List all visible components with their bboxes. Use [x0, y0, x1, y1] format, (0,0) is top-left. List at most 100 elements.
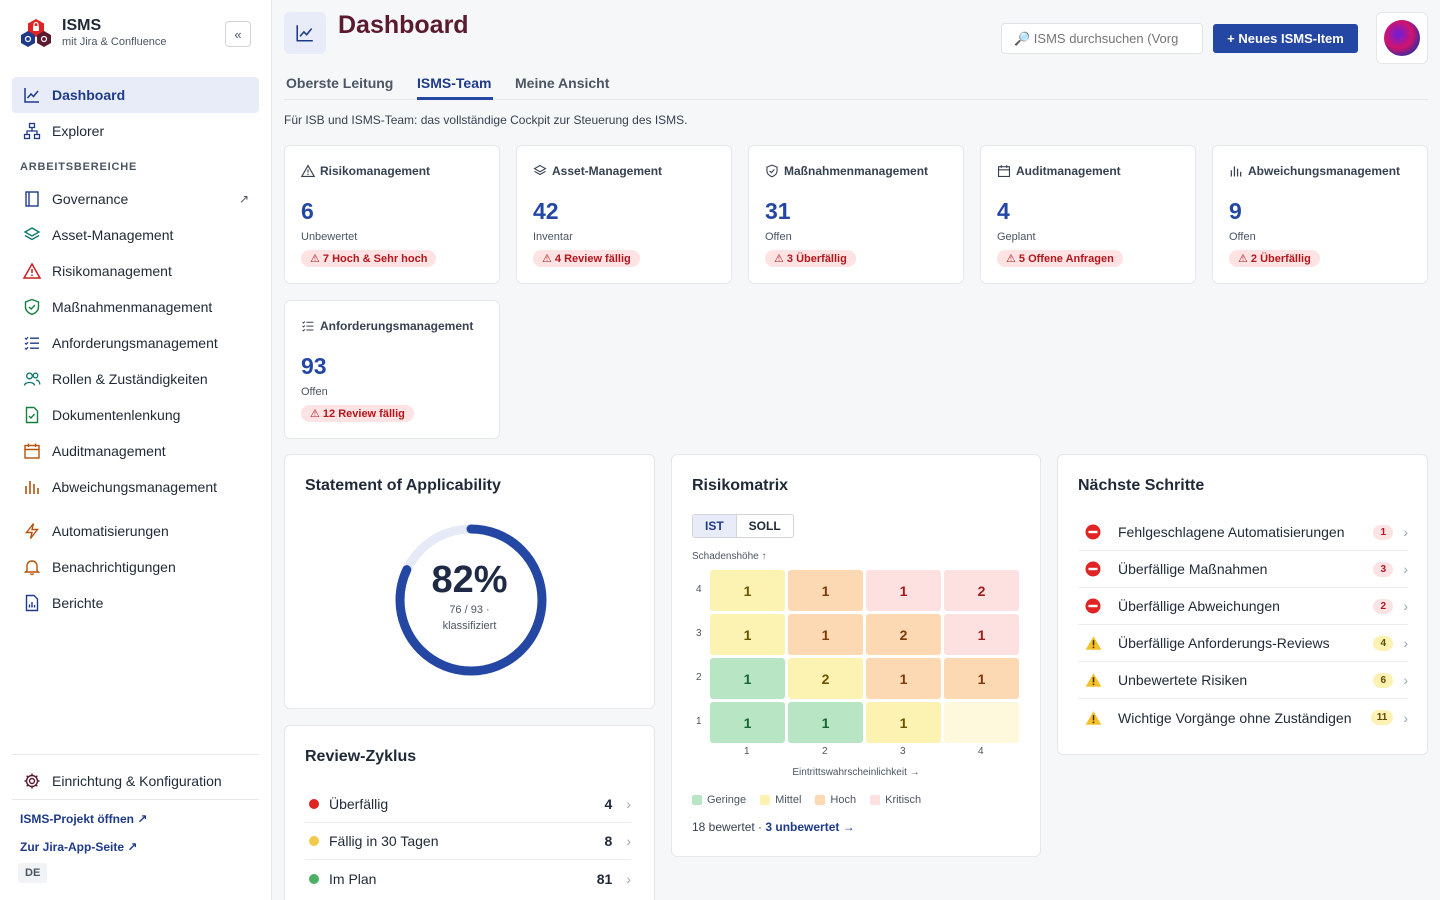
y-tick-label: 4	[696, 584, 702, 595]
new-isms-item-button[interactable]: + Neues ISMS-Item	[1213, 24, 1358, 53]
unassessed-link[interactable]: 3 unbewertet →	[765, 820, 855, 834]
sidebar-item-dashboard[interactable]: Dashboard	[12, 77, 259, 113]
sidebar-item-governance[interactable]: Governance ↗	[12, 181, 259, 217]
sidebar-item-risikomanagement[interactable]: Risikomanagement	[12, 253, 259, 289]
page-subtitle: Für ISB und ISMS-Team: das vollständige …	[284, 113, 688, 127]
sidebar-item-label: Explorer	[52, 123, 105, 139]
user-avatar-button[interactable]	[1376, 12, 1428, 64]
sidebar-item-label: Dashboard	[52, 87, 126, 103]
next-steps-panel: Nächste Schritte Fehlgeschlagene Automat…	[1057, 454, 1428, 755]
matrix-cell[interactable]: 1	[710, 702, 785, 743]
sidebar-item-dokumentenlenkung[interactable]: Dokumentenlenkung	[12, 397, 259, 433]
next-step-row[interactable]: Überfällige Maßnahmen 3 ›	[1078, 551, 1408, 588]
sidebar-item-rollen[interactable]: Rollen & Zuständigkeiten	[12, 361, 259, 397]
kpi-title: Abweichungsmanagement	[1248, 164, 1401, 178]
next-step-row[interactable]: Unbewertete Risiken 6 ›	[1078, 662, 1408, 699]
chevron-right-icon: ›	[1403, 672, 1408, 688]
review-row-value: 81	[596, 870, 613, 887]
sidebar-item-auditmanagement[interactable]: Auditmanagement	[12, 433, 259, 469]
users-icon	[22, 369, 42, 389]
kpi-alert-badge: ⚠ 3 Überfällig	[765, 250, 856, 267]
sidebar-item-label: Einrichtung & Konfiguration	[52, 773, 222, 789]
kpi-value: 4	[997, 198, 1010, 224]
link-jira-app[interactable]: Zur Jira-App-Seite ↗	[20, 840, 138, 854]
x-tick-label: 3	[900, 746, 906, 757]
sidebar-item-massnahmenmanagement[interactable]: Maßnahmenmanagement	[12, 289, 259, 325]
matrix-cell[interactable]: 2	[788, 658, 863, 699]
tab-isms-team[interactable]: ISMS-Team	[417, 75, 492, 91]
toggle-soll[interactable]: SOLL	[748, 519, 781, 533]
matrix-cell[interactable]: 1	[788, 702, 863, 743]
matrix-cell[interactable]: 1	[866, 658, 941, 699]
chevron-right-icon: ›	[626, 833, 631, 849]
collapse-sidebar-button[interactable]: «	[225, 21, 251, 47]
matrix-cell[interactable]: 1	[788, 570, 863, 611]
sidebar-item-anforderungsmanagement[interactable]: Anforderungsmanagement	[12, 325, 259, 361]
kpi-card-anforderungsmanagement[interactable]: Anforderungsmanagement 93 Offen ⚠ 12 Rev…	[284, 300, 500, 439]
sidebar-item-einrichtung[interactable]: Einrichtung & Konfiguration	[12, 763, 259, 799]
next-step-label: Fehlgeschlagene Automatisierungen	[1118, 524, 1345, 540]
assessed-count: 18 bewertet ·	[692, 820, 766, 834]
sidebar-item-abweichungsmanagement[interactable]: Abweichungsmanagement	[12, 469, 259, 505]
matrix-cell[interactable]: 1	[866, 702, 941, 743]
count-badge: 2	[1373, 598, 1394, 614]
error-icon	[1084, 597, 1102, 615]
kpi-card-abweichungsmanagement[interactable]: Abweichungsmanagement 9 Offen ⚠ 2 Überfä…	[1212, 145, 1428, 284]
hierarchy-icon	[22, 121, 42, 141]
warning-icon	[1084, 671, 1102, 689]
book-icon	[22, 189, 42, 209]
matrix-cell[interactable]: 1	[710, 570, 785, 611]
kpi-title: Asset-Management	[552, 164, 663, 178]
link-isms-projekt[interactable]: ISMS-Projekt öffnen ↗	[20, 812, 148, 826]
kpi-card-massnahmenmanagement[interactable]: Maßnahmenmanagement 31 Offen ⚠ 3 Überfäl…	[748, 145, 964, 284]
matrix-cell[interactable]: 2	[866, 614, 941, 655]
y-tick-label: 1	[696, 716, 702, 727]
matrix-cell[interactable]	[944, 702, 1019, 743]
matrix-cell[interactable]: 1	[710, 614, 785, 655]
kpi-card-risikomanagement[interactable]: Risikomanagement 6 Unbewertet ⚠ 7 Hoch &…	[284, 145, 500, 284]
sidebar-item-label: Asset-Management	[52, 227, 174, 243]
next-step-row[interactable]: Überfällige Abweichungen 2 ›	[1078, 588, 1408, 625]
sidebar-item-label: Anforderungsmanagement	[52, 335, 218, 351]
error-icon	[1084, 523, 1102, 541]
next-step-row[interactable]: Fehlgeschlagene Automatisierungen 1 ›	[1078, 514, 1408, 551]
x-tick-label: 2	[822, 746, 828, 757]
tab-oberste-leitung[interactable]: Oberste Leitung	[286, 75, 394, 91]
next-step-row[interactable]: Überfällige Anforderungs-Reviews 4 ›	[1078, 625, 1408, 662]
chevron-right-icon: ›	[626, 796, 631, 812]
sidebar-item-asset-management[interactable]: Asset-Management	[12, 217, 259, 253]
warning-icon	[301, 164, 315, 178]
search-input[interactable]	[1001, 23, 1203, 54]
legend-label: Hoch	[830, 794, 857, 806]
sidebar-item-berichte[interactable]: Berichte	[12, 585, 259, 621]
kpi-card-asset-management[interactable]: Asset-Management 42 Inventar ⚠ 4 Review …	[516, 145, 732, 284]
matrix-cell[interactable]: 1	[944, 614, 1019, 655]
sidebar-item-label: Berichte	[52, 595, 104, 611]
toggle-ist[interactable]: IST	[693, 515, 737, 537]
matrix-cell[interactable]: 1	[866, 570, 941, 611]
chevron-right-icon: ›	[1403, 709, 1408, 726]
sidebar-item-benachrichtigungen[interactable]: Benachrichtigungen	[12, 549, 259, 585]
matrix-cell[interactable]: 1	[710, 658, 785, 699]
tab-meine-ansicht[interactable]: Meine Ansicht	[515, 75, 610, 91]
sidebar-item-label: Rollen & Zuständigkeiten	[52, 371, 208, 387]
kpi-value: 31	[765, 198, 791, 224]
review-row-ueberfaellig[interactable]: Überfällig 4 ›	[305, 786, 631, 823]
language-switch[interactable]: DE	[18, 863, 48, 883]
review-row-label: Fällig in 30 Tagen	[329, 833, 439, 849]
kpi-card-auditmanagement[interactable]: Auditmanagement 4 Geplant ⚠ 5 Offene Anf…	[980, 145, 1196, 284]
matrix-cell[interactable]: 1	[788, 614, 863, 655]
dashboard-header-icon	[284, 12, 326, 54]
matrix-cell[interactable]: 1	[944, 658, 1019, 699]
x-tick-label: 1	[744, 746, 750, 757]
sidebar-item-automatisierungen[interactable]: Automatisierungen	[12, 513, 259, 549]
next-step-row[interactable]: Wichtige Vorgänge ohne Zuständigen 11 ›	[1078, 699, 1408, 736]
review-row-label: Überfällig	[329, 796, 389, 812]
chevron-right-icon: ›	[626, 870, 631, 887]
review-row-faellig[interactable]: Fällig in 30 Tagen 8 ›	[305, 823, 631, 860]
matrix-cell[interactable]: 2	[944, 570, 1019, 611]
brand[interactable]: ISMS mit Jira & Confluence	[20, 16, 167, 49]
review-row-im-plan[interactable]: Im Plan 81 ›	[305, 860, 631, 897]
sidebar-item-explorer[interactable]: Explorer	[12, 113, 259, 149]
count-badge: 6	[1373, 672, 1394, 688]
